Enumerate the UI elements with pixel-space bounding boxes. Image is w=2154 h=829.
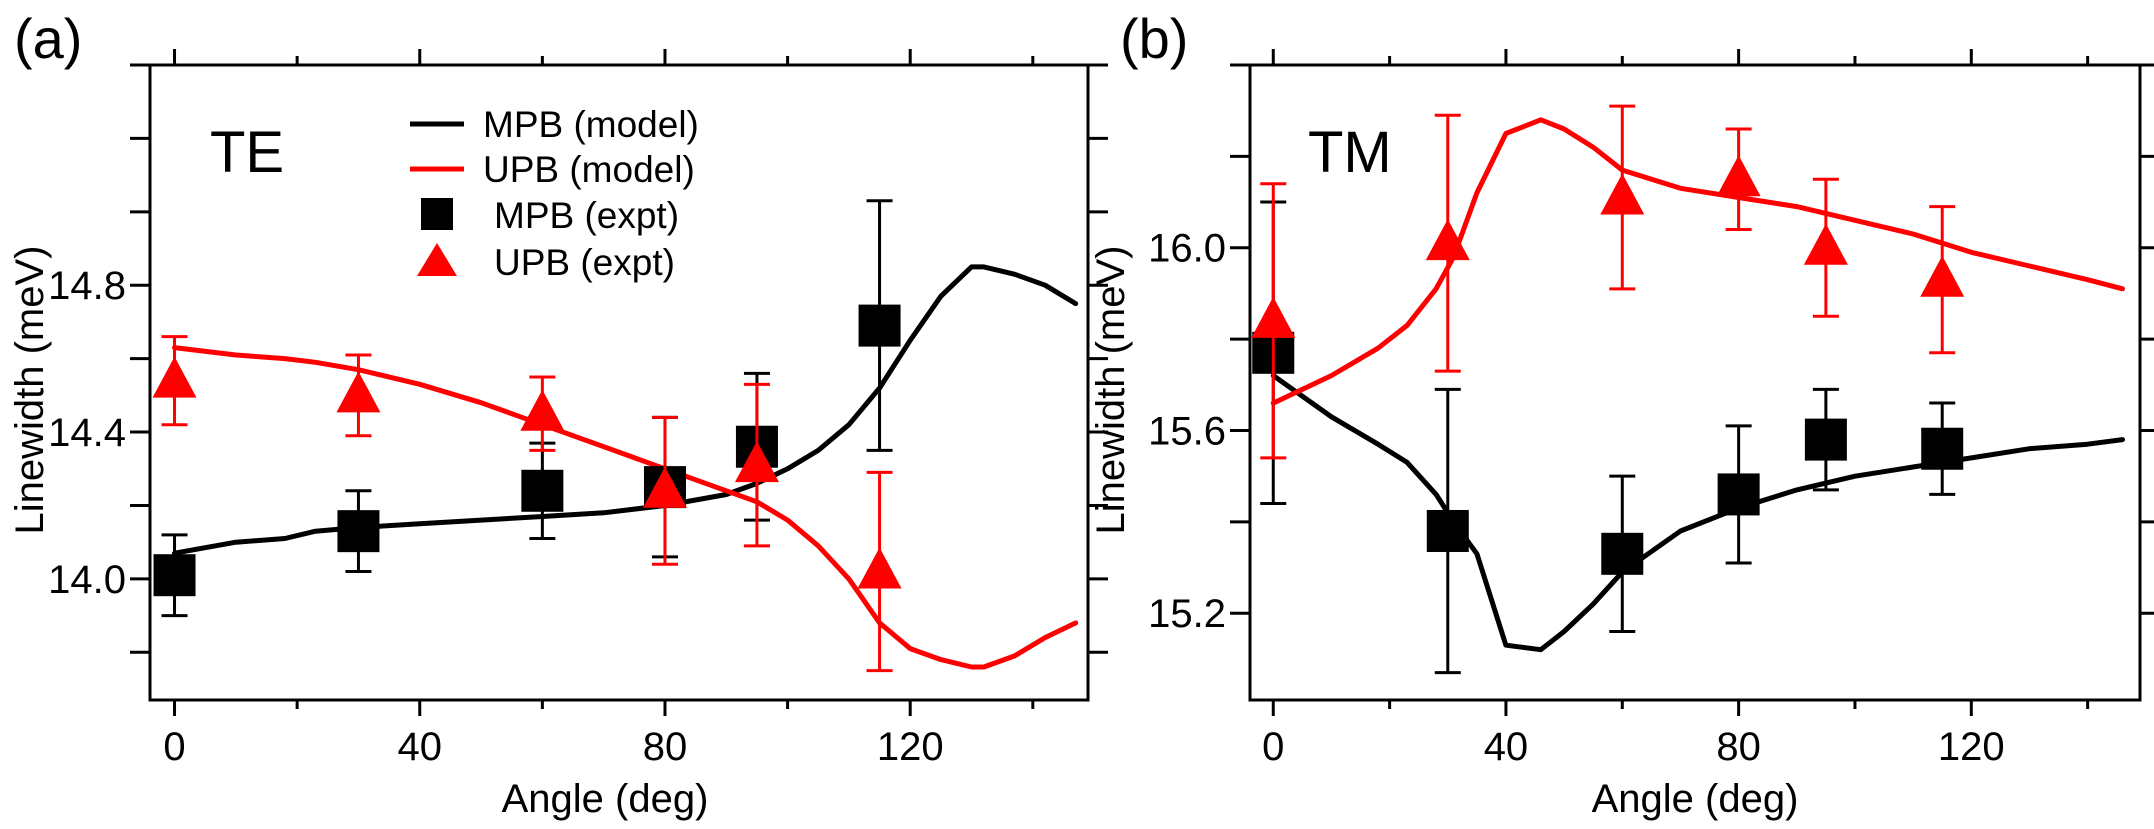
y-axis-label-a: Linewidth (meV) (8, 245, 52, 534)
x-tick-label-a: 0 (163, 725, 185, 769)
upb-model-line-b (1270, 117, 2125, 406)
panel-label-a: (a) (14, 7, 82, 70)
plot-frame-b (1248, 63, 2142, 702)
y-tick-label-b: 15.2 (1148, 592, 1226, 636)
y-tick-label-a: 14.0 (48, 558, 126, 602)
upb-expt-marker (734, 441, 779, 483)
upb-expt-marker (336, 371, 381, 413)
x-axis-label-a: Angle (deg) (502, 777, 709, 821)
upb-expt-marker (1716, 155, 1761, 197)
upb-expt-marker (1920, 255, 1965, 297)
x-axis-label-b: Angle (deg) (1592, 777, 1799, 821)
y-tick-label-b: 15.6 (1148, 409, 1226, 453)
x-tick-label-a: 40 (398, 725, 443, 769)
legend-upb-expt-label: UPB (expt) (494, 242, 675, 283)
legend-upb-expt-marker (417, 243, 457, 276)
x-tick-label-a: 120 (877, 725, 944, 769)
axes-a: 0 40 80 120 14.0 14.4 14.8 (48, 49, 1108, 769)
upb-expt-marker (1425, 219, 1470, 261)
x-tick-label-b: 0 (1262, 725, 1284, 769)
legend-a: MPB (model) UPB (model) MPB (expt) UPB (… (410, 104, 699, 283)
upb-expt-marker (1251, 296, 1296, 338)
legend-mpb-expt-marker (421, 198, 453, 230)
mpb-expt-marker (337, 510, 380, 553)
panel-label-b: (b) (1120, 7, 1188, 70)
panel-a: (a) TE Linewidth (meV) Angle (deg) MPB (… (8, 7, 1108, 821)
upb-expt-marker (1600, 173, 1645, 215)
panel-b: (b) TM Linewidth (meV) Angle (deg) 0 40 80… (1089, 7, 2154, 821)
mpb-expt-marker (521, 469, 564, 512)
mpb-expt-marker (1921, 427, 1964, 470)
x-tick-label-a: 80 (643, 725, 688, 769)
y-tick-label-a: 14.4 (48, 411, 126, 455)
polarization-label-te: TE (210, 120, 284, 185)
upb-expt-marker (152, 356, 197, 398)
legend-mpb-model-label: MPB (model) (483, 104, 699, 145)
upb-expt-marker (1803, 223, 1848, 265)
mpb-expt-marker (858, 304, 901, 347)
upb-expt-marker (520, 389, 565, 431)
mpb-expt-marker (1601, 532, 1644, 575)
y-tick-label-a: 14.8 (48, 264, 126, 308)
y-axis-label-b: Linewidth (meV) (1089, 245, 1133, 534)
upb-expt-marker (642, 466, 687, 508)
plot-frame-a (148, 63, 1090, 702)
x-tick-label-b: 80 (1716, 725, 1761, 769)
upb-expt-marker (857, 547, 902, 589)
mpb-expt-points-b (1252, 200, 1964, 675)
axes-b: 0 40 80 120 15.2 15.6 16.0 (1148, 49, 2154, 769)
upb-expt-points-b (1251, 104, 1965, 460)
polarization-label-tm: TM (1308, 120, 1392, 185)
y-tick-label-b: 16.0 (1148, 227, 1226, 271)
mpb-expt-marker (1426, 509, 1469, 552)
upb-model-line-a (172, 345, 1079, 670)
mpb-expt-marker (153, 554, 196, 597)
legend-mpb-expt-label: MPB (expt) (494, 195, 679, 236)
mpb-model-line-b (1270, 373, 2125, 653)
mpb-model-line-a (172, 264, 1079, 556)
legend-upb-model-label: UPB (model) (483, 149, 695, 190)
mpb-expt-marker (1804, 418, 1847, 461)
upb-expt-points-a (152, 335, 902, 673)
mpb-expt-marker (1717, 473, 1760, 516)
x-tick-label-b: 120 (1938, 725, 2005, 769)
x-tick-label-b: 40 (1484, 725, 1529, 769)
